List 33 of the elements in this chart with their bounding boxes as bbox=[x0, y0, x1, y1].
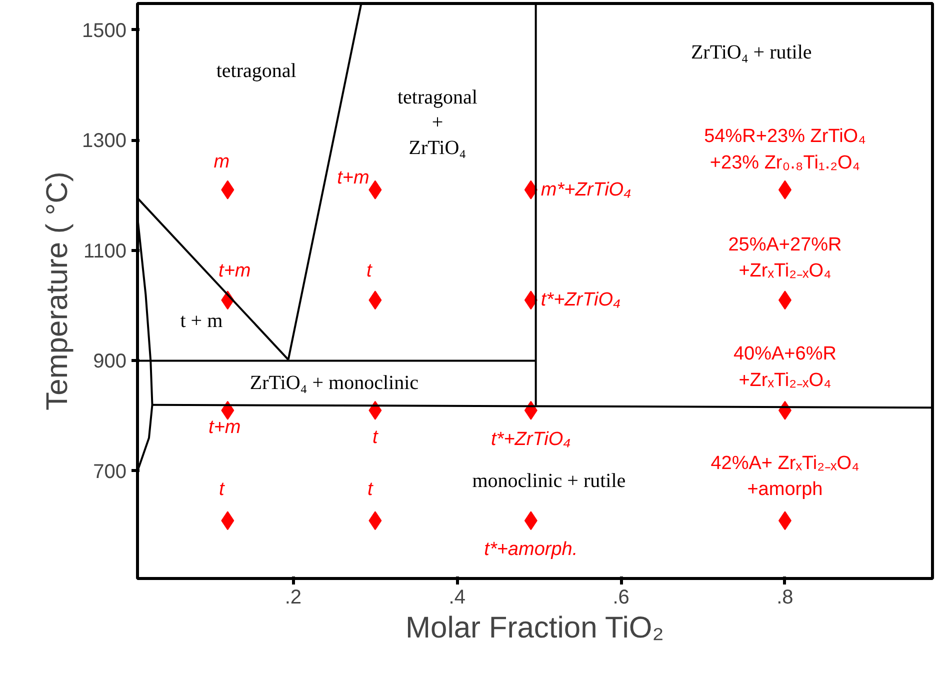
y-axis-title: Temperature ( °C) bbox=[41, 172, 74, 410]
y-tick-label: 1100 bbox=[83, 240, 127, 262]
annotation: ZrTiO₄ + rutile bbox=[690, 42, 812, 64]
annotation: t+m bbox=[337, 167, 370, 188]
annotation: m bbox=[214, 151, 230, 172]
annotation: t bbox=[366, 260, 373, 282]
y-tick-label: 900 bbox=[93, 350, 127, 373]
annotation: t bbox=[372, 426, 379, 448]
annotation: t bbox=[368, 479, 374, 500]
annotation: t+m bbox=[218, 260, 251, 282]
annotation: t*+ZrTiO₄ bbox=[540, 290, 621, 311]
annotation: 54%R+23% ZrTiO₄ +23% Zr₀.₈Ti₁.₂O₄ bbox=[704, 126, 866, 174]
x-tick-label: .4 bbox=[448, 586, 466, 608]
x-tick-label: .8 bbox=[776, 586, 794, 608]
x-tick-label: .6 bbox=[612, 586, 630, 608]
y-tick-label: 700 bbox=[93, 461, 127, 483]
annotation: t*+amorph. bbox=[484, 539, 578, 560]
annotation: t+m bbox=[208, 416, 241, 438]
y-tick-label: 1500 bbox=[82, 20, 127, 42]
annotation: t bbox=[219, 479, 226, 500]
x-axis-title: Molar Fraction TiO₂ bbox=[406, 612, 664, 644]
annotation: t*+ZrTiO₄ bbox=[491, 428, 571, 450]
annotation: 42%A+ ZrₓTi₂₋ₓO₄ +amorph bbox=[710, 452, 860, 500]
annotation: ZrTiO₄ + monoclinic bbox=[250, 372, 419, 394]
x-tick-label: .2 bbox=[284, 586, 302, 608]
annotation: m*+ZrTiO₄ bbox=[540, 179, 632, 200]
annotation: tetragonal + ZrTiO₄ bbox=[397, 86, 478, 159]
annotation: tetragonal bbox=[216, 60, 297, 82]
annotation: 40%A+6%R +ZrₓTi₂₋ₓO₄ bbox=[733, 344, 836, 391]
annotation: 25%A+27%R +ZrₓTi₂₋ₓO₄ bbox=[728, 234, 842, 282]
annotation: monoclinic + rutile bbox=[472, 470, 626, 492]
annotation: t + m bbox=[180, 310, 224, 332]
y-tick-label: 1300 bbox=[82, 130, 127, 152]
